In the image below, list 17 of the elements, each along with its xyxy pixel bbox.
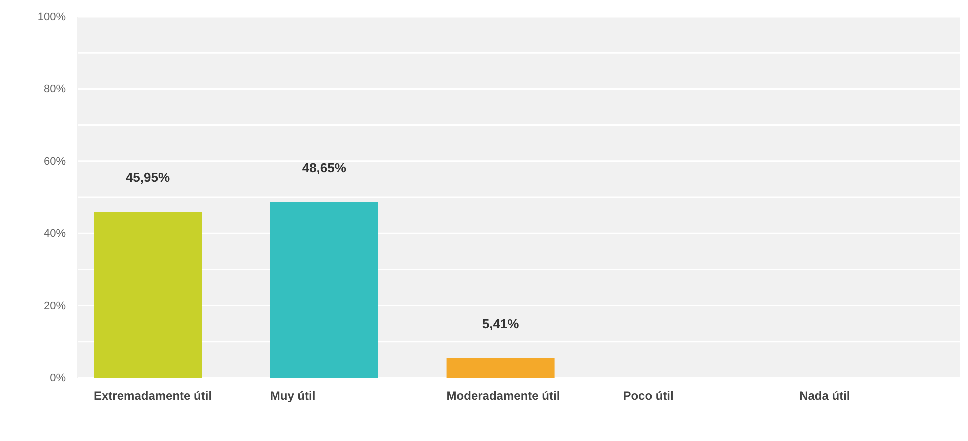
data-label: 45,95%: [126, 170, 170, 186]
x-tick-label: Muy útil: [270, 389, 316, 403]
y-tick-label: 0%: [50, 372, 66, 385]
y-tick-label: 40%: [44, 228, 66, 240]
data-label: 48,65%: [302, 160, 347, 176]
data-label: 5,41%: [482, 316, 520, 332]
bar: [94, 212, 202, 378]
y-tick-label: 20%: [44, 300, 66, 312]
x-tick-label: Moderadamente útil: [446, 389, 560, 403]
y-tick-label: 80%: [44, 84, 66, 96]
bar: [270, 202, 378, 378]
bar: [446, 358, 555, 378]
x-tick-label: Poco útil: [623, 389, 674, 403]
x-tick-label: Extremadamente útil: [94, 389, 212, 403]
y-tick-label: 100%: [38, 12, 66, 24]
x-tick-label: Nada útil: [800, 389, 850, 403]
y-tick-label: 60%: [44, 156, 66, 168]
